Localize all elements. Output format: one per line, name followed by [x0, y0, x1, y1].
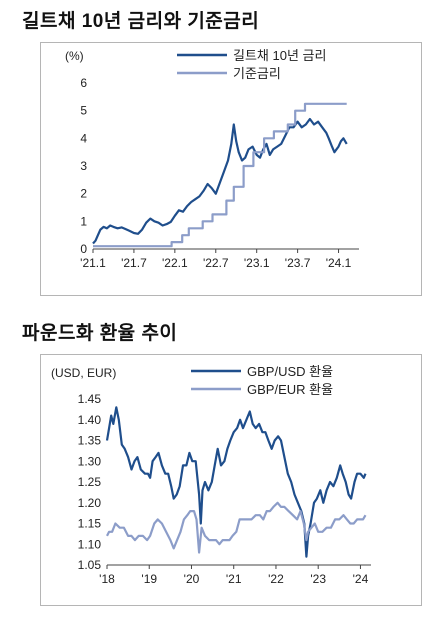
gbp-fx-chart: (USD, EUR) 1.05 1.10 1.15 1.20 1.25 1.30 1.35 1.… [51, 364, 371, 586]
chart1-title: 길트채 10년 금리와 기준금리 [22, 11, 260, 32]
x-tick-label: '18 [99, 572, 115, 586]
y-tick-label: 1.10 [78, 537, 102, 551]
legend-label-1: 길트채 10년 금리 [233, 48, 326, 63]
y-tick-label: 1.35 [78, 434, 102, 448]
chart1-panel: (%) 0 1 2 3 4 5 6 '21.1 '21.7 '22.1 '22.7 '23.1 '23.7… [40, 42, 422, 296]
legend-label-2: 기준금리 [233, 66, 281, 81]
x-tick-label: '23.7 [285, 256, 311, 270]
legend-label-1: GBP/USD 환율 [247, 364, 333, 379]
unit-label: (%) [65, 49, 84, 63]
series-line-2 [93, 102, 347, 248]
series-line-2 [106, 501, 367, 554]
x-tick-label: '21 [226, 572, 242, 586]
x-tick-label: '24.1 [326, 256, 352, 270]
series-line-1 [105, 406, 367, 558]
x-tick-label: '21.7 [121, 256, 147, 270]
y-tick-label: 2 [80, 187, 87, 201]
y-tick-label: 1.25 [78, 475, 102, 489]
y-tick-label: 1.45 [78, 392, 102, 406]
y-tick-label: 5 [80, 104, 87, 118]
y-tick-label: 1.40 [78, 413, 102, 427]
x-tick-label: '22 [268, 572, 284, 586]
y-tick-label: 6 [80, 76, 87, 90]
x-tick-label: '22.7 [203, 256, 229, 270]
gilt-yield-chart: (%) 0 1 2 3 4 5 6 '21.1 '21.7 '22.1 '22.7 '23.1 '23.7… [65, 48, 359, 270]
x-tick-label: '21.1 [80, 256, 106, 270]
x-tick-label: '23 [310, 572, 326, 586]
y-tick-label: 4 [80, 131, 87, 145]
x-tick-label: '19 [141, 572, 157, 586]
x-tick-label: '23.1 [244, 256, 270, 270]
chart2-title: 파운드화 환율 추이 [22, 323, 178, 344]
y-tick-label: 1.15 [78, 517, 102, 531]
y-tick-label: 1.05 [78, 558, 102, 572]
x-tick-label: '22.1 [162, 256, 188, 270]
series-line-1 [92, 117, 348, 245]
y-tick-label: 1.20 [78, 496, 102, 510]
y-tick-label: 3 [80, 159, 87, 173]
legend-label-2: GBP/EUR 환율 [247, 382, 333, 397]
x-tick-label: '24 [353, 572, 369, 586]
chart2-panel: (USD, EUR) 1.05 1.10 1.15 1.20 1.25 1.30 1.35 1.… [40, 354, 422, 606]
y-tick-label: 1 [80, 214, 87, 228]
x-tick-label: '20 [184, 572, 200, 586]
y-tick-label: 1.30 [78, 454, 102, 468]
y-tick-label: 0 [80, 242, 87, 256]
unit-label: (USD, EUR) [51, 366, 116, 380]
